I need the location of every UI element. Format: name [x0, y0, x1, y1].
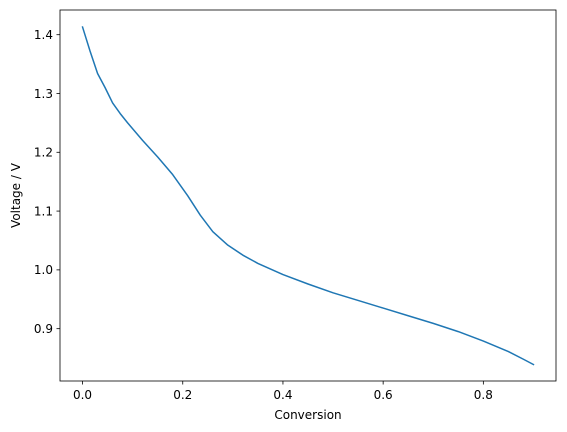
- series-line: [81, 26, 535, 366]
- plot-frame: [59, 9, 557, 382]
- x-tick-label: 0.8: [474, 388, 493, 402]
- y-tick-label: 1.2: [34, 146, 53, 160]
- ticks-layer: 0.0 0.2 0.4 0.6 0.8 0.9 1.0 1.1 1.2 1.3 1.4: [34, 28, 493, 402]
- y-tick-label: 1.1: [34, 204, 53, 218]
- y-tick-label: 1.0: [34, 263, 53, 277]
- x-tick-label: 0.2: [173, 388, 192, 402]
- y-tick-label: 1.4: [34, 28, 53, 42]
- y-axis-label: Voltage / V: [9, 162, 23, 228]
- y-tick-label: 1.3: [34, 87, 53, 101]
- x-tick-label: 0.4: [273, 388, 292, 402]
- x-tick-label: 0.0: [73, 388, 92, 402]
- y-tick-label: 0.9: [34, 322, 53, 336]
- x-axis-label: Conversion: [274, 408, 341, 422]
- x-tick-label: 0.6: [374, 388, 393, 402]
- plot-layer: [81, 26, 535, 366]
